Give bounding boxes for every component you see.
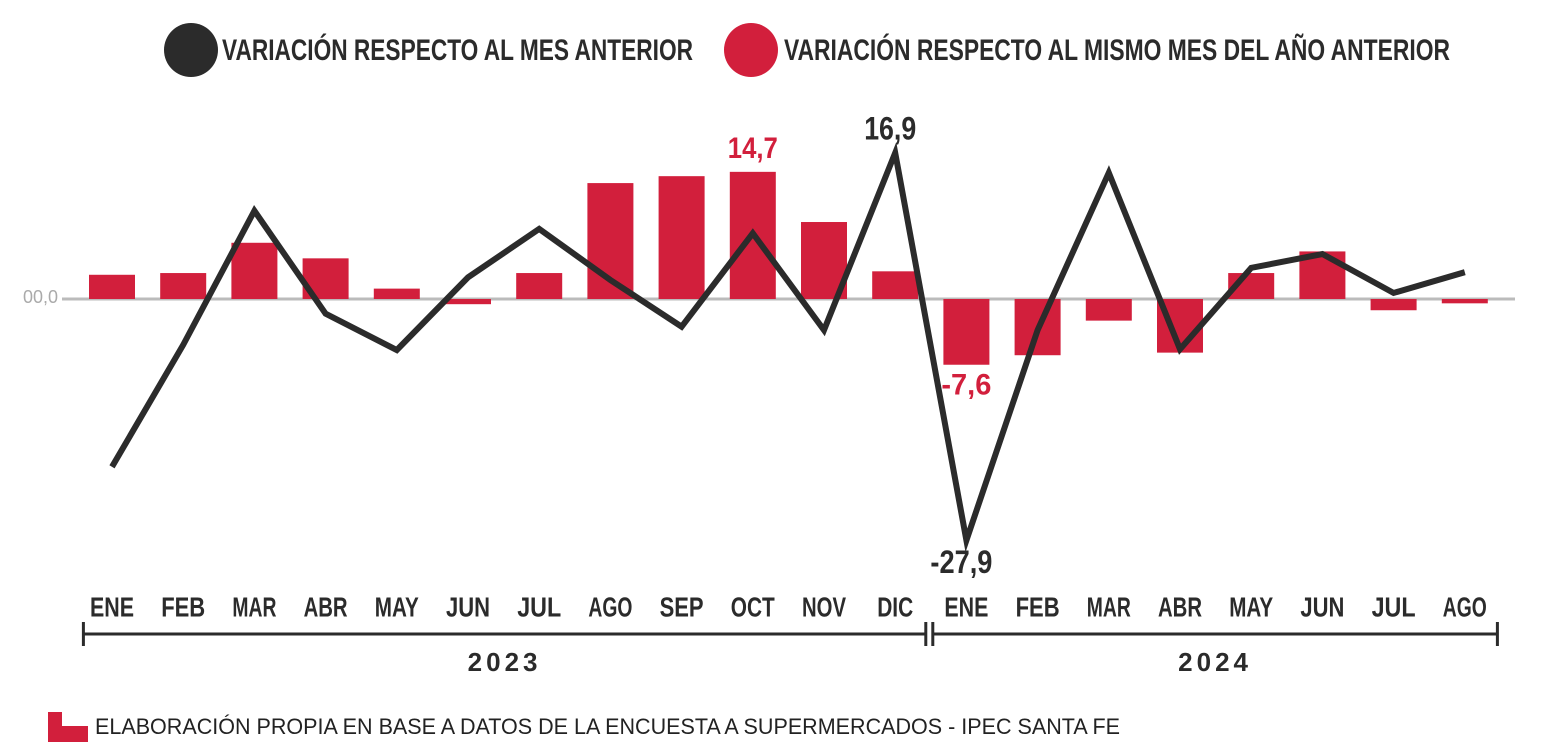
line-value-label: 16,9 [864, 110, 916, 146]
x-tick-label: JUN [446, 591, 490, 622]
bar-value-label: 14,7 [728, 132, 778, 165]
group-label: 2023 [468, 647, 542, 677]
bar [1370, 299, 1417, 311]
x-tick-label: ENE [944, 591, 988, 622]
bar [160, 273, 207, 299]
bar [1441, 299, 1488, 304]
legend-swatch [164, 23, 218, 77]
group-label: 2024 [1178, 647, 1252, 677]
x-tick-label: MAR [1087, 591, 1131, 622]
bar [516, 273, 563, 299]
bar-value-label: -7,6 [941, 369, 991, 402]
x-tick-label: FEB [1016, 591, 1060, 622]
x-tick-label: FEB [161, 591, 205, 622]
x-tick-label: ABR [1158, 591, 1202, 622]
bar [1085, 299, 1132, 321]
x-tick-label: SEP [660, 591, 704, 622]
line-value-label: -27,9 [930, 544, 992, 580]
x-tick-label: DIC [877, 591, 913, 622]
bar [872, 271, 919, 299]
x-tick-label: OCT [731, 591, 775, 622]
x-tick-label: JUL [517, 591, 561, 622]
source-icon [48, 726, 88, 742]
legend-label: VARIACIÓN RESPECTO AL MISMO MES DEL AÑO … [784, 33, 1450, 67]
x-tick-label: MAR [232, 591, 276, 622]
bar [658, 176, 705, 299]
bar [445, 299, 491, 305]
x-tick-label: JUN [1300, 591, 1344, 622]
x-tick-label: NOV [802, 591, 846, 622]
bar [373, 288, 420, 299]
x-tick-label: JUL [1372, 591, 1416, 622]
legend-label: VARIACIÓN RESPECTO AL MES ANTERIOR [222, 33, 693, 67]
x-tick-label: AGO [1443, 591, 1487, 622]
x-tick-label: ENE [90, 591, 134, 622]
bar [943, 299, 990, 365]
x-tick-label: ABR [304, 591, 348, 622]
x-tick-label: MAY [375, 591, 419, 622]
y-tick-label: 00,0 [23, 287, 58, 307]
bar [89, 274, 135, 299]
x-tick-label: MAY [1229, 591, 1273, 622]
legend-swatch [724, 23, 778, 77]
source: ELABORACIÓN PROPIA EN BASE A DATOS DE LA… [95, 714, 1120, 739]
line [109, 142, 1466, 553]
bar [231, 242, 278, 299]
x-tick-label: AGO [588, 591, 632, 622]
